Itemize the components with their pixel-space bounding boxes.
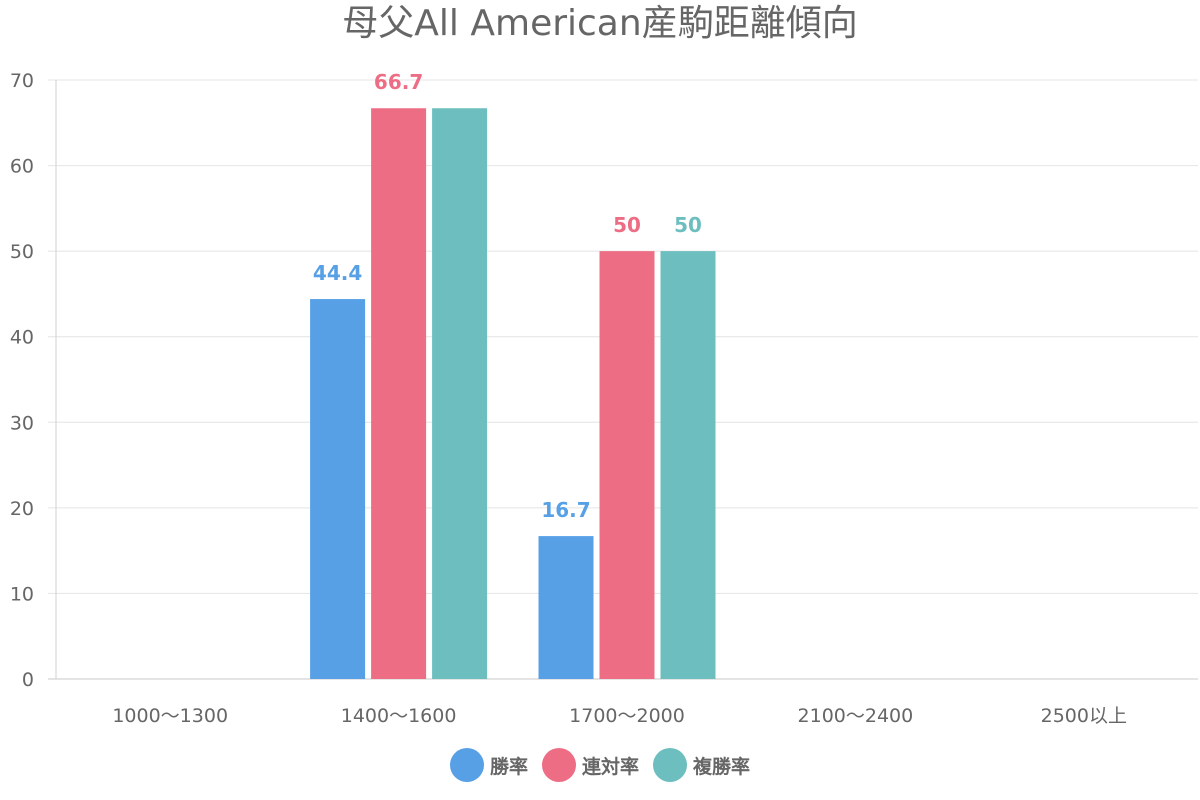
bar [371,108,427,679]
y-tick-label: 60 [10,156,34,178]
data-label: 66.7 [374,70,423,94]
x-tick-label: 2500以上 [1041,705,1127,727]
x-tick-label: 1700〜2000 [569,705,685,727]
legend-item[interactable]: 勝率 [449,748,528,782]
data-label: 50 [674,213,702,237]
bar [599,251,655,679]
y-tick-label: 40 [10,327,34,349]
bar [310,299,366,679]
data-label: 16.7 [541,498,590,522]
bar [538,536,594,679]
legend-label: 複勝率 [693,755,751,778]
y-tick-label: 30 [10,412,34,434]
chart-title: 母父All American産駒距離傾向 [342,3,858,44]
legend-swatch [449,748,484,782]
x-tick-label: 2100〜2400 [798,705,914,727]
bar [432,108,488,679]
y-tick-label: 50 [10,241,34,263]
legend-label: 勝率 [489,755,528,778]
legend: 勝率 連対率 複勝率 [0,748,1200,782]
y-tick-label: 20 [10,498,34,520]
y-tick-label: 70 [10,70,34,92]
legend-item[interactable]: 連対率 [541,748,639,782]
x-tick-label: 1000〜1300 [112,705,228,727]
data-label: 50 [613,213,641,237]
legend-swatch [541,748,576,782]
y-tick-label: 0 [22,669,34,691]
x-tick-label: 1400〜1600 [341,705,457,727]
legend-swatch [653,748,687,782]
legend-item[interactable]: 複勝率 [653,748,750,782]
data-label: 44.4 [313,261,362,285]
bar [660,251,716,679]
y-tick-label: 10 [10,583,34,605]
legend-label: 連対率 [581,755,639,778]
